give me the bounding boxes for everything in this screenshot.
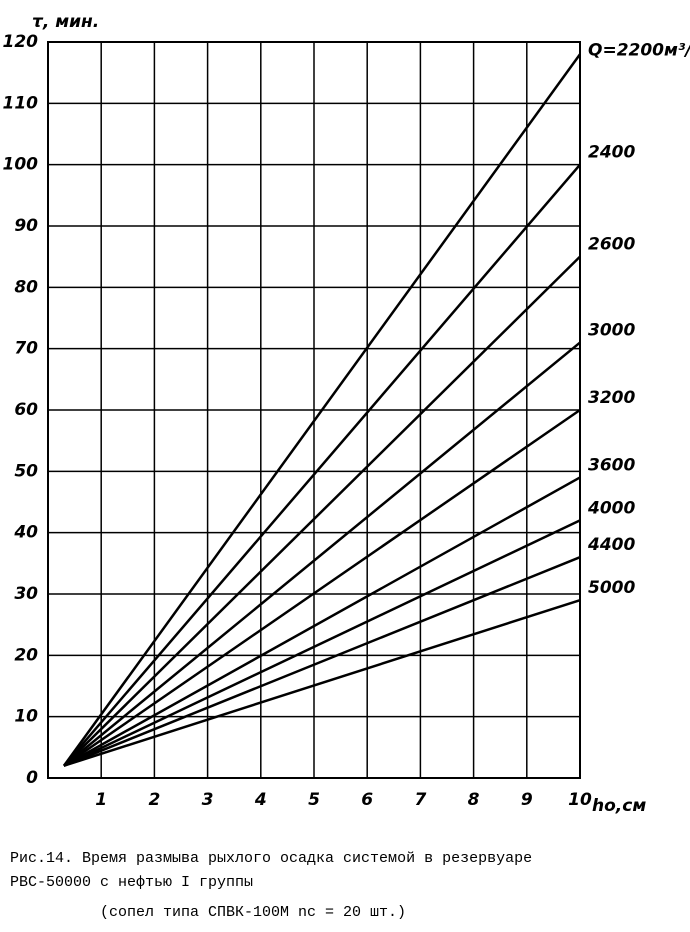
series-line (62, 53, 582, 767)
series-line (63, 598, 581, 767)
series-label: 4400 (587, 535, 635, 555)
y-tick-label: 90 (14, 216, 38, 236)
y-tick-label: 30 (14, 584, 38, 604)
x-tick-label: 8 (468, 790, 480, 810)
series-line (63, 556, 581, 767)
y-tick-label: 120 (3, 32, 39, 52)
y-tick-label: 100 (3, 155, 39, 175)
y-tick-label: 110 (3, 93, 39, 113)
series-label: 2400 (588, 143, 635, 163)
y-tick-label: 50 (14, 461, 38, 481)
caption-line: (сопел типа СПВК-100М nс = 20 шт.) (100, 904, 406, 921)
y-tick-label: 20 (14, 645, 38, 665)
series-label: 3600 (588, 455, 635, 475)
x-tick-label: 10 (568, 790, 592, 810)
series-label: 4000 (587, 498, 635, 518)
x-axis-label: hо,см (592, 796, 646, 816)
x-tick-label: 4 (254, 790, 267, 810)
series-label: 2600 (588, 235, 635, 255)
y-tick-label: 40 (13, 523, 38, 543)
y-axis-label: τ, мин. (32, 12, 99, 32)
x-tick-label: 5 (308, 790, 320, 810)
series-label: 3000 (588, 321, 635, 341)
y-tick-label: 10 (14, 707, 38, 727)
x-tick-label: 1 (95, 790, 107, 810)
series-line (63, 341, 581, 767)
series-line (63, 519, 581, 767)
caption-line: РВС-50000 с нефтью I группы (10, 874, 253, 891)
series-line (63, 163, 581, 767)
x-tick-label: 3 (202, 790, 214, 810)
x-tick-label: 7 (414, 790, 426, 810)
series-label: 5000 (588, 578, 635, 598)
series-line (63, 408, 581, 767)
y-tick-label: 0 (26, 768, 38, 788)
y-tick-label: 60 (14, 400, 38, 420)
y-tick-label: 70 (14, 339, 38, 359)
series-line (63, 255, 581, 767)
series-label: 3200 (588, 388, 635, 408)
y-tick-label: 80 (14, 277, 38, 297)
x-tick-label: 2 (148, 790, 160, 810)
caption-line: Рис.14. Время размыва рыхлого осадка сис… (10, 850, 532, 867)
x-tick-label: 6 (361, 790, 373, 810)
series-line (63, 476, 581, 767)
x-tick-label: 9 (521, 790, 533, 810)
series-label: Q=2200м³/ч. (588, 40, 690, 60)
